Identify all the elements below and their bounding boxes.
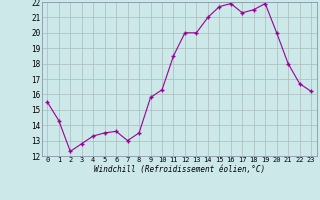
X-axis label: Windchill (Refroidissement éolien,°C): Windchill (Refroidissement éolien,°C) bbox=[94, 165, 265, 174]
